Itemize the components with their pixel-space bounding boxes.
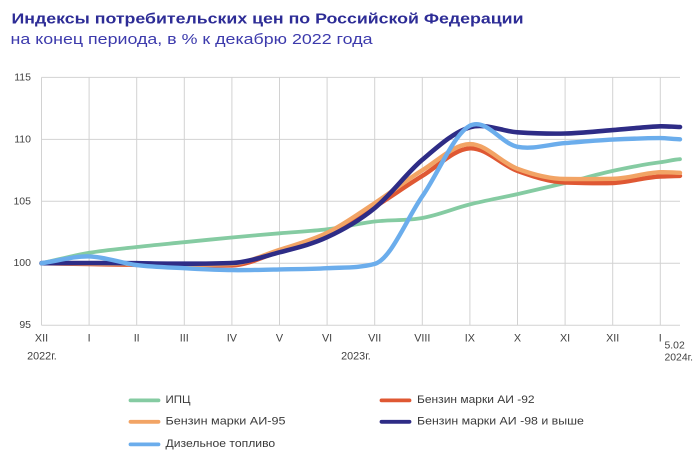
svg-text:на конец периода, в % к декабр: на конец периода, в % к декабрю 2022 год… [11, 32, 374, 48]
svg-text:Бензин марки АИ -92: Бензин марки АИ -92 [417, 394, 535, 406]
svg-text:VII: VII [368, 333, 381, 345]
svg-text:Дизельное топливо: Дизельное топливо [166, 438, 276, 450]
svg-text:115: 115 [14, 71, 31, 83]
svg-text:110: 110 [14, 133, 31, 145]
svg-text:XII: XII [606, 333, 619, 345]
svg-text:5.02: 5.02 [665, 341, 685, 352]
svg-text:VI: VI [322, 333, 332, 345]
svg-text:Бензин марки АИ-95: Бензин марки АИ-95 [166, 416, 286, 428]
svg-text:XI: XI [560, 333, 570, 345]
svg-text:100: 100 [13, 257, 31, 269]
svg-text:X: X [514, 333, 521, 345]
svg-text:I: I [88, 333, 91, 345]
svg-text:III: III [180, 333, 189, 345]
svg-text:Бензин марки АИ -98 и выше: Бензин марки АИ -98 и выше [417, 416, 584, 428]
svg-text:95: 95 [19, 319, 31, 331]
svg-text:I: I [659, 333, 662, 345]
svg-text:IX: IX [465, 333, 475, 345]
svg-text:VIII: VIII [414, 333, 430, 345]
svg-text:II: II [134, 333, 140, 345]
svg-text:105: 105 [13, 195, 31, 207]
svg-text:2023г.: 2023г. [341, 351, 371, 363]
svg-text:XII: XII [35, 333, 48, 345]
svg-text:V: V [276, 333, 284, 345]
svg-text:ИПЦ: ИПЦ [166, 394, 191, 406]
svg-text:2024г.: 2024г. [665, 353, 694, 364]
svg-text:IV: IV [227, 333, 238, 345]
svg-text:Индексы потребительских цен по: Индексы потребительских цен по Российско… [12, 11, 524, 27]
svg-text:2022г.: 2022г. [27, 351, 57, 363]
